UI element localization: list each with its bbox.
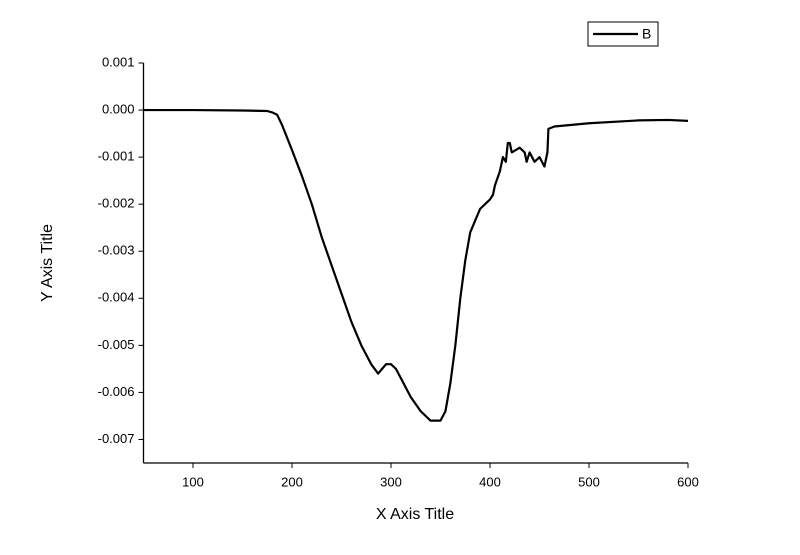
x-tick-label: 500: [578, 474, 600, 489]
y-tick-label: -0.007: [98, 431, 135, 446]
line-series: [143, 108, 689, 422]
y-axis-title: Y Axis Title: [39, 224, 56, 302]
legend-label: B: [642, 26, 651, 42]
y-tick-label: -0.004: [98, 290, 135, 305]
y-tick-label: -0.001: [98, 149, 135, 164]
x-tick-label: 200: [281, 474, 303, 489]
x-tick-label: 400: [479, 474, 501, 489]
y-tick-label: -0.005: [98, 337, 135, 352]
x-tick-label: 600: [677, 474, 699, 489]
y-tick-label: 0.001: [102, 54, 135, 69]
x-axis-title: X Axis Title: [376, 506, 454, 523]
x-tick-label: 300: [380, 474, 402, 489]
y-tick-label: -0.002: [98, 196, 135, 211]
y-tick-label: 0.000: [102, 101, 135, 116]
y-tick-label: -0.006: [98, 384, 135, 399]
y-tick-label: -0.003: [98, 243, 135, 258]
x-tick-label: 100: [182, 474, 204, 489]
